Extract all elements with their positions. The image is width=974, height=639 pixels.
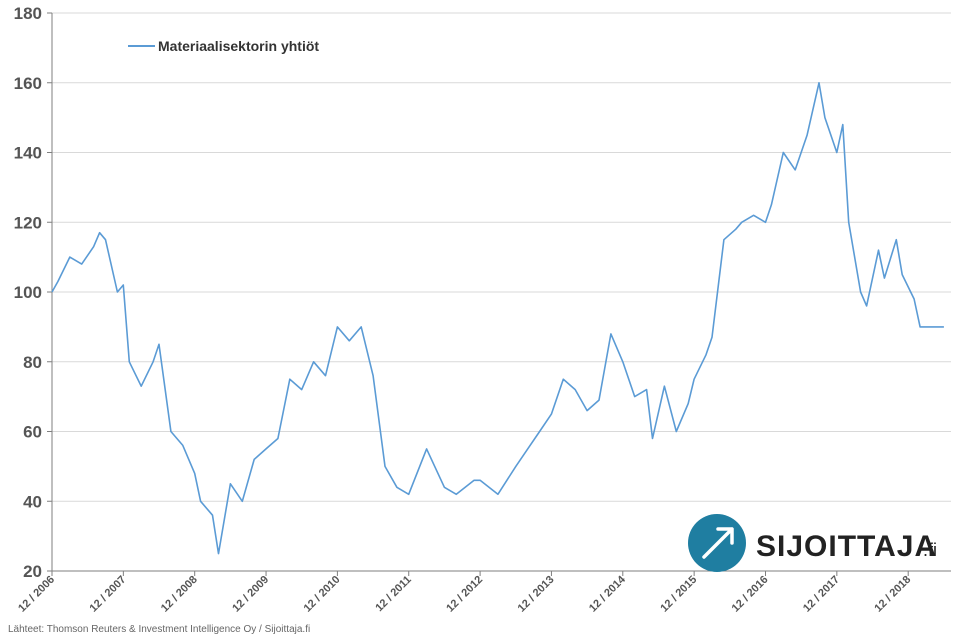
brand-name: SIJOITTAJA: [756, 530, 937, 563]
brand-suffix: .fi: [923, 540, 937, 560]
arrow-icon: [702, 527, 734, 559]
x-tick-label: 12 / 2017: [801, 574, 842, 615]
legend-label: Materiaalisektorin yhtiöt: [158, 38, 319, 54]
x-tick-label: 12 / 2008: [159, 574, 200, 615]
legend: Materiaalisektorin yhtiöt: [128, 38, 319, 54]
brand-logo: SIJOITTAJA .fi: [688, 514, 937, 572]
y-tick-label: 80: [23, 353, 42, 372]
x-axis: 12 / 2006 12 / 2007 12 / 2008 12 / 2009 12 /…: [16, 570, 951, 615]
series-line: [51, 82, 944, 555]
x-tick-label: 12 / 2009: [230, 574, 271, 615]
source-note: Lähteet: Thomson Reuters & Investment In…: [8, 624, 311, 635]
y-tick-label: 100: [14, 283, 42, 302]
x-tick-label: 12 / 2015: [658, 574, 699, 615]
x-tick-label: 12 / 2010: [302, 574, 343, 615]
y-tick-label: 140: [14, 144, 42, 163]
y-tick-label: 120: [14, 213, 42, 232]
y-tick-label: 160: [14, 74, 42, 93]
series-group: [51, 82, 944, 555]
y-axis: 20 40 60 80 100 120 140 160 180: [14, 4, 53, 581]
y-tick-label: 180: [14, 4, 42, 23]
y-tick-label: 60: [23, 423, 42, 442]
x-tick-label: 12 / 2014: [587, 573, 629, 615]
x-tick-label: 12 / 2018: [872, 574, 913, 615]
x-tick-label: 12 / 2011: [373, 574, 414, 615]
x-tick-label: 12 / 2007: [88, 574, 129, 615]
y-tick-label: 20: [23, 562, 42, 581]
gridlines: [52, 12, 951, 572]
x-tick-label: 12 / 2013: [516, 574, 557, 615]
x-tick-label: 12 / 2016: [730, 574, 771, 615]
x-tick-label: 12 / 2012: [444, 574, 485, 615]
y-tick-label: 40: [23, 492, 42, 511]
